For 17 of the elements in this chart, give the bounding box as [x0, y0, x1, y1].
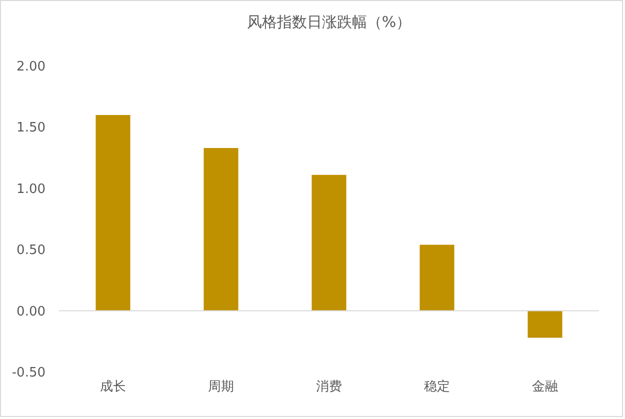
chart-title: 风格指数日涨跌幅（%）	[246, 13, 412, 31]
y-tick-label: -0.50	[12, 366, 46, 380]
y-tick-label: 1.50	[16, 120, 46, 136]
x-tick-label: 稳定	[424, 380, 450, 394]
x-tick-label: 周期	[208, 380, 234, 394]
bar	[96, 114, 130, 311]
x-tick-label: 消费	[316, 380, 342, 394]
y-tick-label: 1.00	[16, 182, 46, 197]
bar	[312, 174, 346, 311]
y-tick-label: 0.50	[16, 243, 46, 258]
x-tick-label: 金融	[532, 380, 558, 394]
bar	[420, 244, 454, 311]
y-tick-label: 2.00	[16, 60, 46, 74]
x-tick-label: 成长	[100, 380, 126, 394]
bar	[204, 148, 238, 311]
y-tick-label: 0.00	[16, 304, 46, 320]
bar	[528, 310, 562, 338]
